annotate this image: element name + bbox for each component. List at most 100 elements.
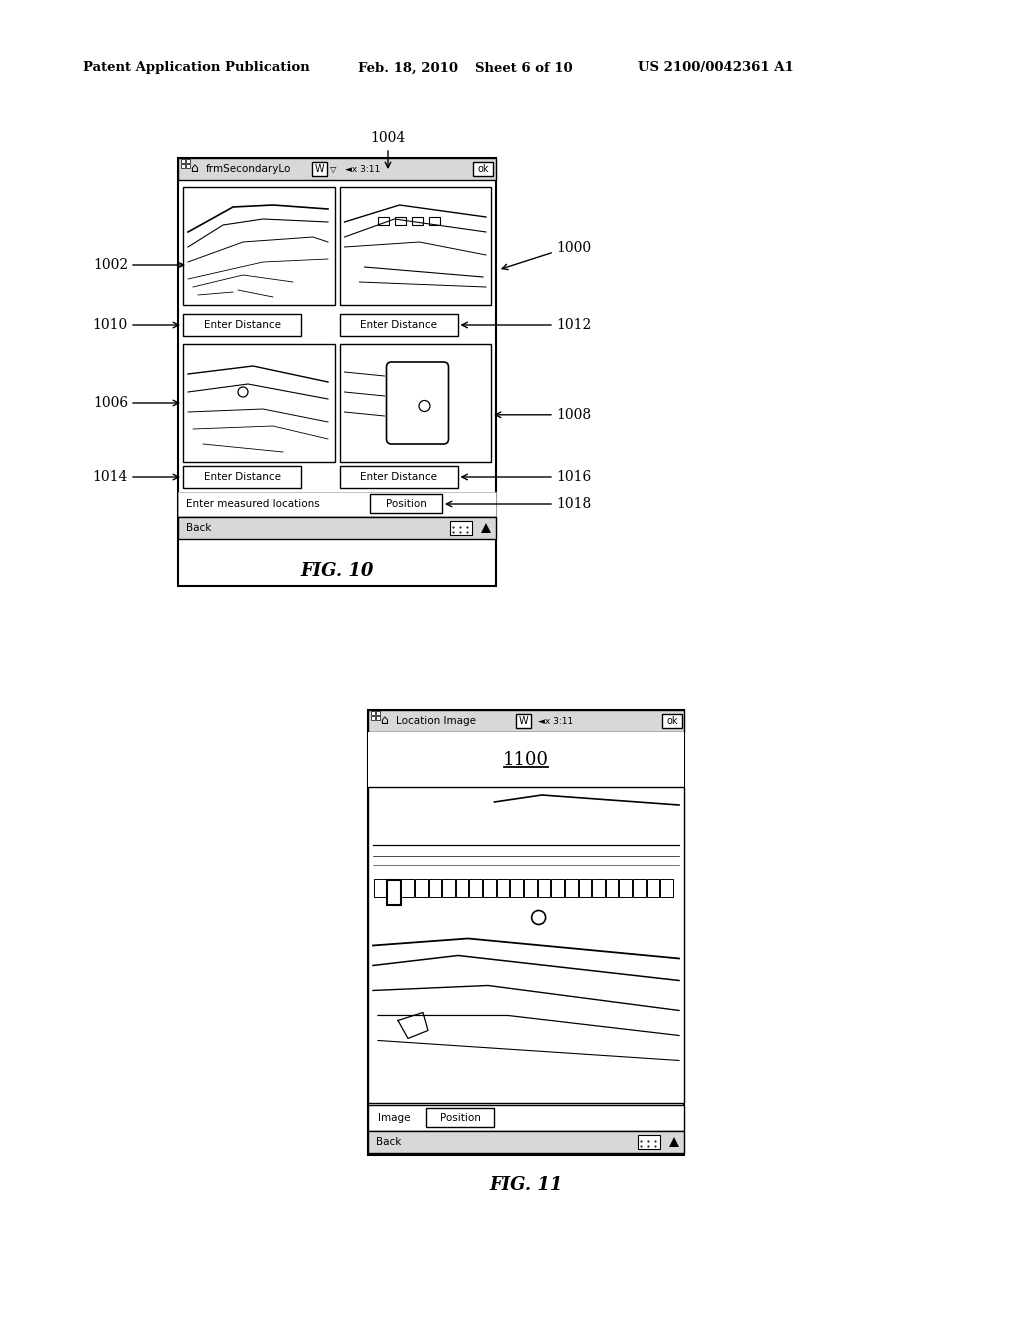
Bar [551, 879, 564, 898]
Text: Patent Application Publication: Patent Application Publication [83, 62, 309, 74]
Text: Position: Position [386, 499, 426, 510]
Bar [368, 710, 684, 1155]
Bar [516, 714, 531, 729]
Bar [606, 879, 618, 898]
Bar [368, 1131, 684, 1152]
Bar [450, 521, 472, 535]
Text: Enter measured locations: Enter measured locations [186, 499, 319, 510]
Bar [183, 314, 301, 337]
Text: Location Image: Location Image [396, 715, 476, 726]
Text: Position: Position [439, 1113, 480, 1123]
Bar [183, 345, 335, 462]
Bar [401, 879, 414, 898]
Bar [456, 879, 468, 898]
Text: Enter Distance: Enter Distance [204, 319, 281, 330]
Bar [340, 314, 458, 337]
Bar [181, 164, 185, 168]
Text: ◄x 3:11: ◄x 3:11 [538, 717, 573, 726]
Text: ok: ok [477, 164, 488, 174]
Bar [186, 158, 190, 162]
Text: FIG. 10: FIG. 10 [300, 562, 374, 579]
Text: ⌂: ⌂ [380, 714, 388, 727]
Bar [368, 1105, 684, 1131]
Bar [368, 710, 684, 733]
Bar [178, 158, 496, 180]
Bar [415, 879, 428, 898]
Bar [340, 345, 490, 462]
Text: 1002: 1002 [93, 257, 128, 272]
Bar [524, 879, 537, 898]
Bar [387, 880, 401, 906]
Bar [412, 216, 423, 224]
Polygon shape [481, 523, 490, 533]
Text: ok: ok [667, 715, 678, 726]
Bar [183, 187, 335, 305]
Text: Enter Distance: Enter Distance [204, 473, 281, 482]
Bar [371, 711, 375, 715]
Bar [374, 879, 387, 898]
Text: 1014: 1014 [92, 470, 128, 484]
Text: 1100: 1100 [503, 751, 549, 770]
Text: W: W [314, 164, 324, 174]
Bar [473, 162, 493, 176]
Bar [371, 715, 375, 719]
Bar [428, 216, 439, 224]
Bar [376, 711, 380, 715]
Bar [183, 466, 301, 488]
Bar [592, 879, 605, 898]
Text: 1018: 1018 [556, 498, 591, 511]
Bar [429, 879, 441, 898]
Text: 1004: 1004 [371, 131, 406, 145]
Polygon shape [669, 1137, 679, 1147]
Bar [178, 158, 496, 586]
Text: ◄x 3:11: ◄x 3:11 [345, 165, 380, 173]
FancyBboxPatch shape [386, 362, 449, 444]
Bar [483, 879, 496, 898]
Bar [178, 492, 496, 516]
Text: 1000: 1000 [556, 242, 591, 255]
Bar [638, 1135, 660, 1148]
Bar [178, 517, 496, 539]
Bar [368, 733, 684, 787]
Text: Enter Distance: Enter Distance [360, 319, 437, 330]
Text: Image: Image [378, 1113, 411, 1123]
Text: Back: Back [376, 1137, 401, 1147]
Bar [660, 879, 673, 898]
Text: ⌂: ⌂ [190, 162, 198, 176]
Text: US 2100/0042361 A1: US 2100/0042361 A1 [638, 62, 794, 74]
Bar [378, 216, 388, 224]
Bar [469, 879, 482, 898]
Bar [538, 879, 550, 898]
Text: frmSecondaryLo: frmSecondaryLo [206, 164, 292, 174]
Text: 1010: 1010 [93, 318, 128, 333]
Text: Sheet 6 of 10: Sheet 6 of 10 [475, 62, 572, 74]
Bar [633, 879, 646, 898]
Bar [565, 879, 578, 898]
Bar [368, 787, 684, 1104]
Text: ▽: ▽ [330, 165, 336, 173]
Bar [181, 158, 185, 162]
Text: FIG. 11: FIG. 11 [489, 1176, 562, 1195]
Bar [370, 494, 442, 513]
Bar [579, 879, 591, 898]
Text: Back: Back [186, 523, 211, 533]
Text: Enter Distance: Enter Distance [360, 473, 437, 482]
Bar [376, 715, 380, 719]
Bar [186, 164, 190, 168]
Bar [394, 216, 406, 224]
Bar [620, 879, 632, 898]
Text: 1016: 1016 [556, 470, 591, 484]
Text: Feb. 18, 2010: Feb. 18, 2010 [358, 62, 458, 74]
Bar [312, 162, 327, 176]
Bar [647, 879, 659, 898]
Bar [442, 879, 455, 898]
Text: 1008: 1008 [556, 408, 591, 422]
Text: 1006: 1006 [93, 396, 128, 411]
Bar [340, 187, 490, 305]
Bar [662, 714, 682, 729]
Text: 1012: 1012 [556, 318, 591, 333]
Bar [340, 466, 458, 488]
Text: W: W [518, 715, 527, 726]
Bar [510, 879, 523, 898]
Bar [497, 879, 509, 898]
